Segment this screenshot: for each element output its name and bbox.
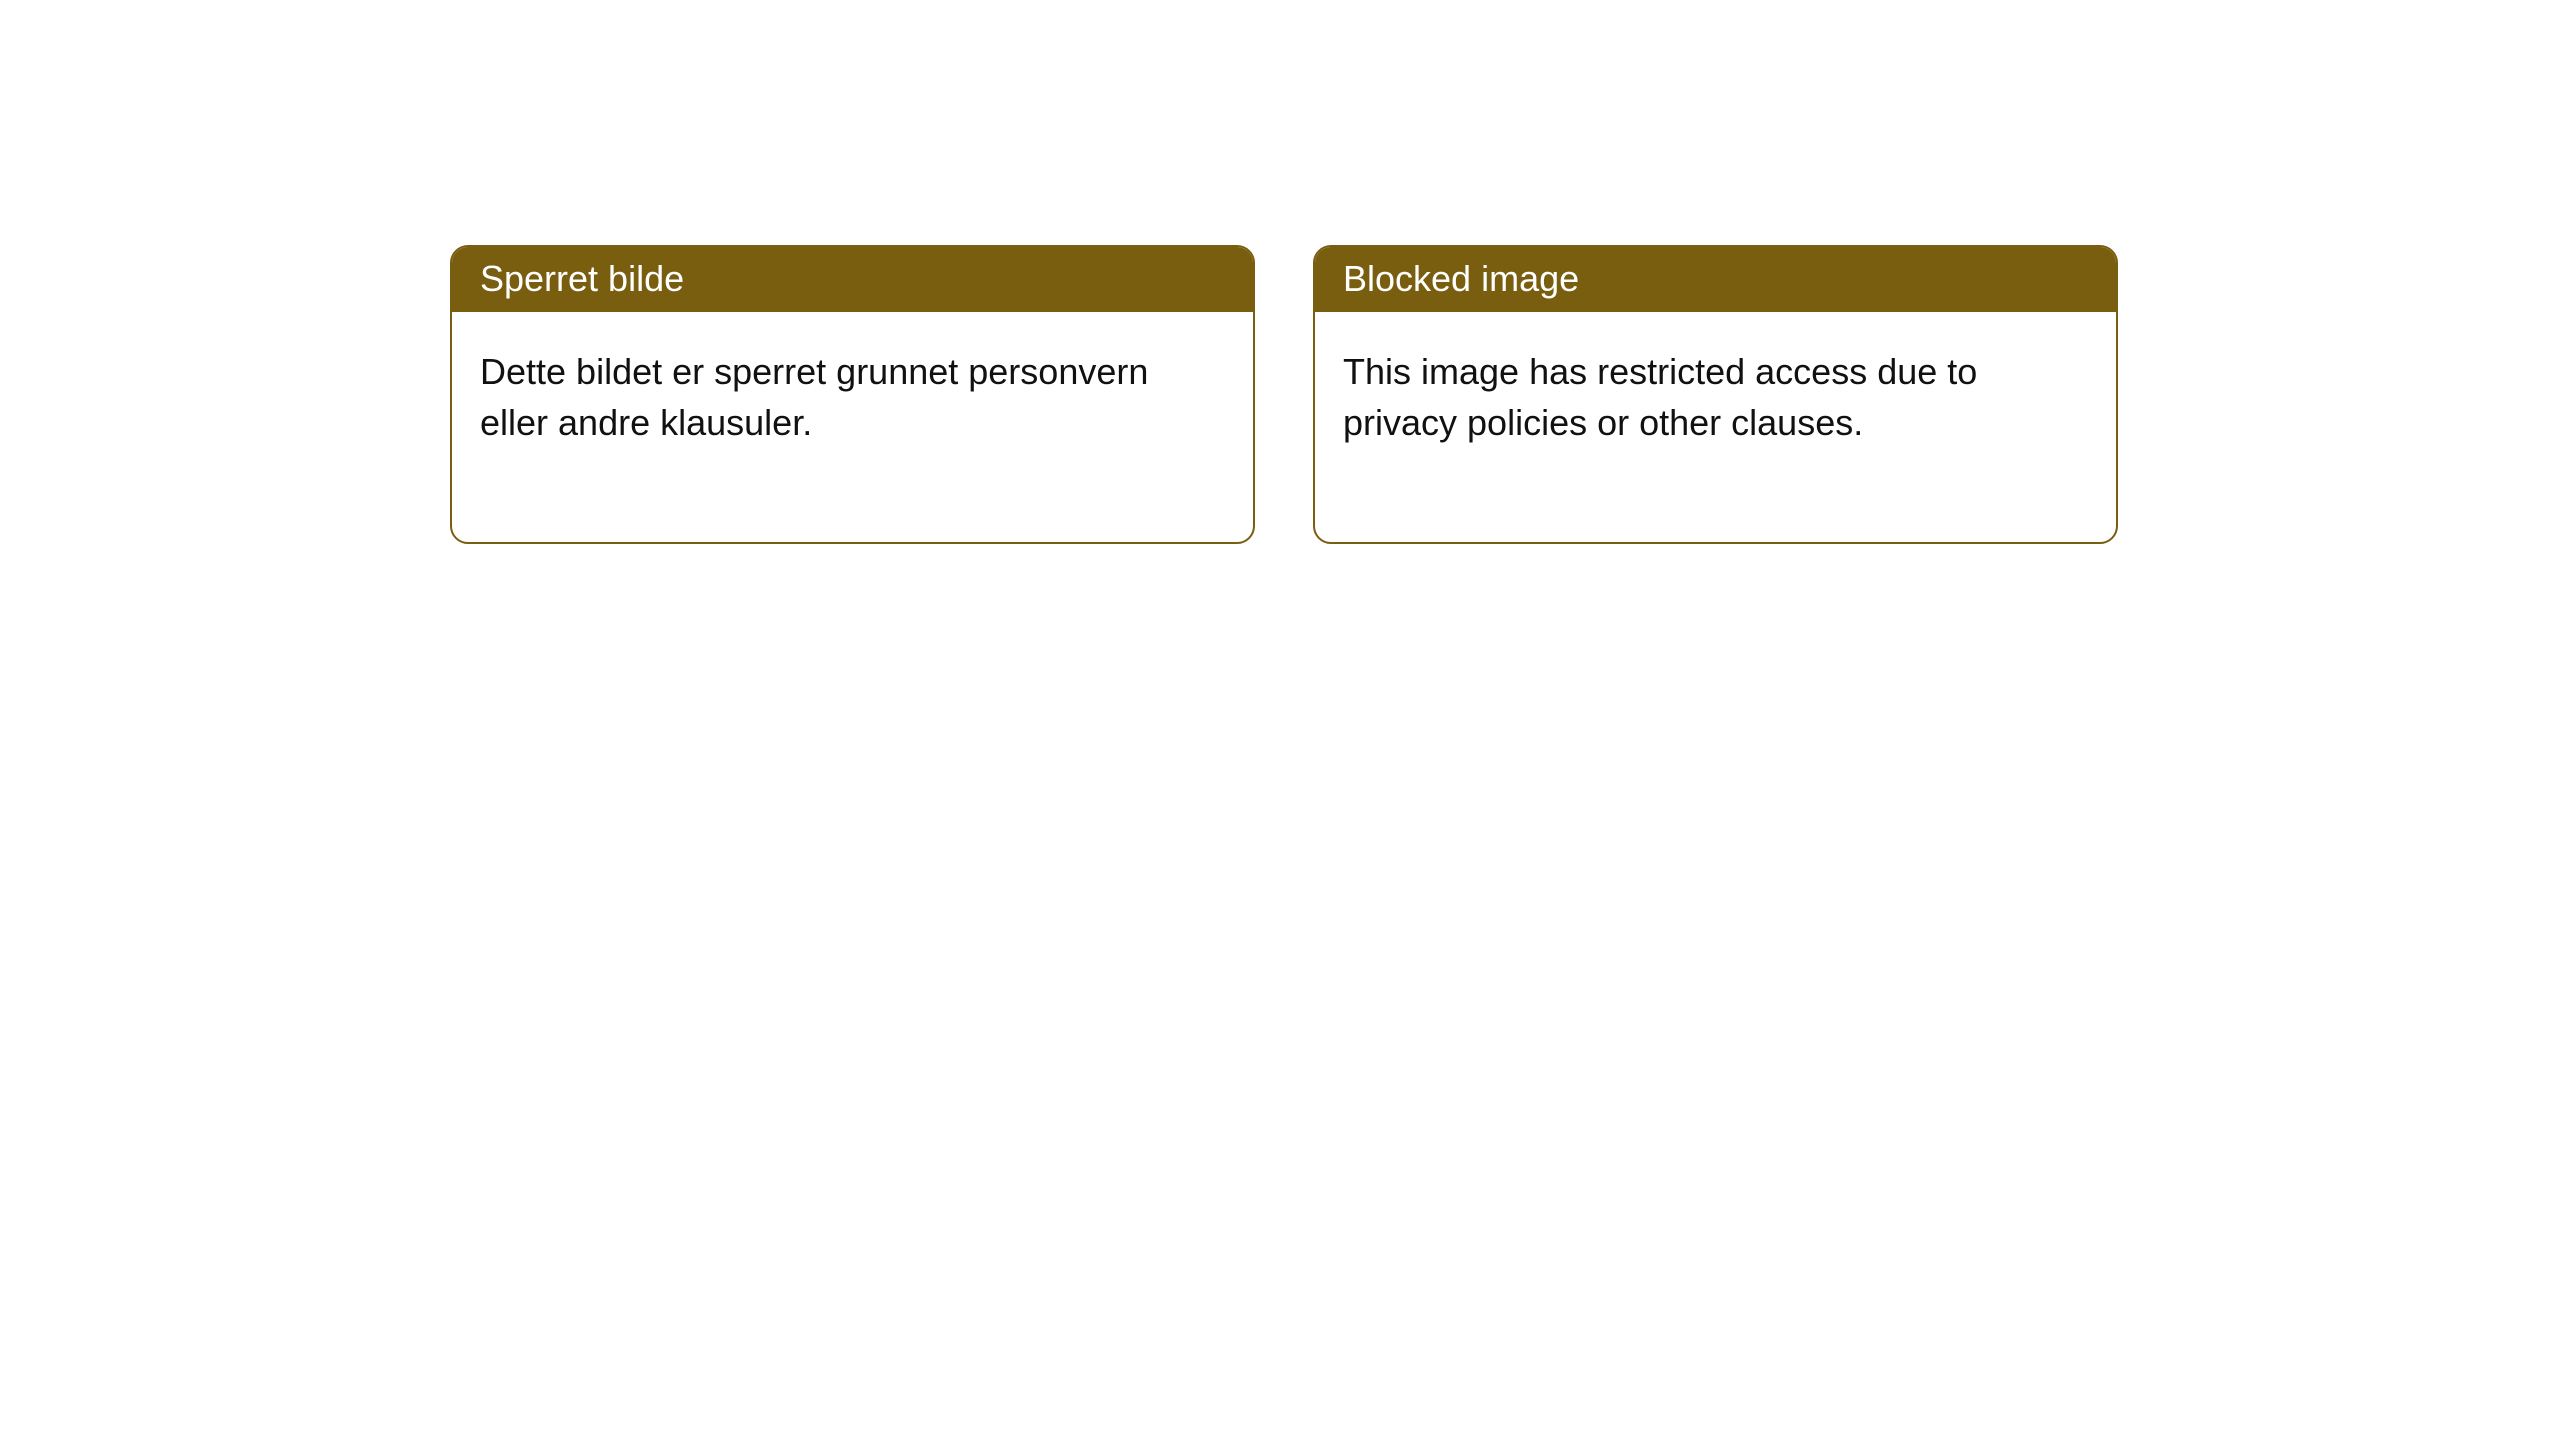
card-body: This image has restricted access due to … <box>1315 312 2116 542</box>
notice-card-norwegian: Sperret bilde Dette bildet er sperret gr… <box>450 245 1255 544</box>
card-body-text: Dette bildet er sperret grunnet personve… <box>480 351 1148 443</box>
card-title: Blocked image <box>1343 258 1579 299</box>
card-header: Sperret bilde <box>452 247 1253 312</box>
card-header: Blocked image <box>1315 247 2116 312</box>
notice-card-english: Blocked image This image has restricted … <box>1313 245 2118 544</box>
card-body-text: This image has restricted access due to … <box>1343 351 1977 443</box>
card-body: Dette bildet er sperret grunnet personve… <box>452 312 1253 542</box>
notice-container: Sperret bilde Dette bildet er sperret gr… <box>450 245 2118 544</box>
card-title: Sperret bilde <box>480 258 684 299</box>
